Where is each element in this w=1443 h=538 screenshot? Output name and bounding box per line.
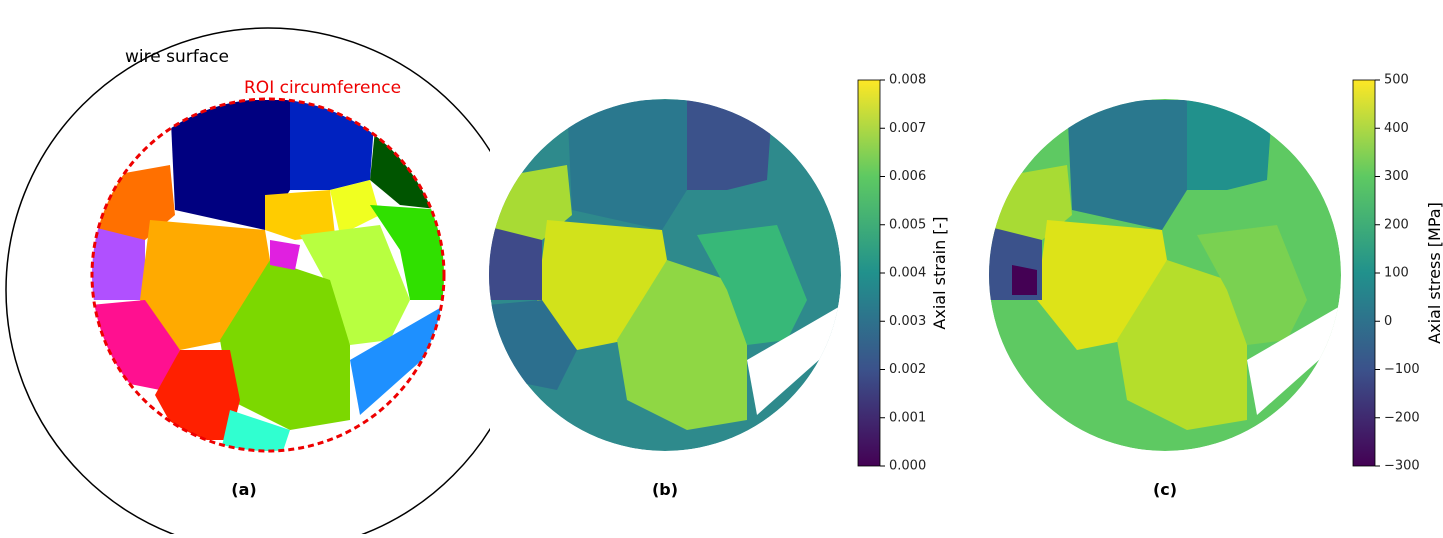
tick-label: 0.007 xyxy=(889,121,926,136)
tick-label: 0.006 xyxy=(889,169,926,184)
colorbar-label: Axial strain [-] xyxy=(930,216,949,329)
stress-map xyxy=(982,99,1347,451)
tick-label: 0 xyxy=(1384,314,1392,329)
colorbar-label: Axial stress [MPa] xyxy=(1425,202,1443,344)
grain-map: wire surface ROI circumference xyxy=(6,28,530,534)
tick-label: −300 xyxy=(1384,459,1420,474)
panel-label: (a) xyxy=(231,480,256,499)
tick-label: 300 xyxy=(1384,169,1409,184)
tick-label: 0.008 xyxy=(889,73,926,88)
tick-label: 100 xyxy=(1384,266,1409,281)
tick-label: 200 xyxy=(1384,217,1409,232)
colorbar xyxy=(1353,80,1375,466)
strain-map xyxy=(482,99,847,451)
figure: wire surface ROI circumference xyxy=(0,0,1443,534)
annotation: wire surface xyxy=(125,47,229,67)
annotation: ROI circumference xyxy=(244,78,401,98)
panel-label: (c) xyxy=(1153,480,1177,499)
panel-label: (b) xyxy=(652,480,678,499)
tick-label: 400 xyxy=(1384,121,1409,136)
tick-label: 500 xyxy=(1384,73,1409,88)
tick-label: −100 xyxy=(1384,362,1420,377)
tick-label: 0.004 xyxy=(889,266,926,281)
tick-label: 0.002 xyxy=(889,362,926,377)
colorbar xyxy=(858,80,880,466)
tick-label: 0.001 xyxy=(889,410,926,425)
tick-label: 0.000 xyxy=(889,459,926,474)
tick-label: −200 xyxy=(1384,410,1420,425)
tick-label: 0.005 xyxy=(889,217,926,232)
tick-label: 0.003 xyxy=(889,314,926,329)
